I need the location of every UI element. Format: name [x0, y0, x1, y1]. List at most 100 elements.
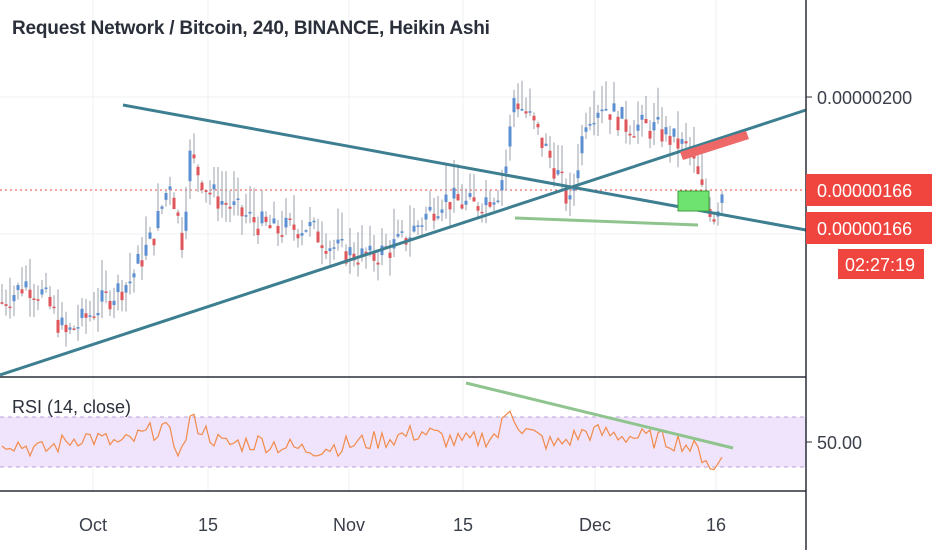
countdown-label: 02:27:19 [845, 255, 915, 275]
candle-body [428, 206, 432, 211]
rsi-tick-label: 50.00 [817, 433, 862, 453]
candle-body [216, 196, 220, 209]
candle-body [368, 245, 372, 251]
time-tick-nov-15: 15 [453, 515, 473, 535]
vertical-gridlines [92, 0, 717, 491]
candle-body [616, 116, 620, 131]
candle-body [328, 248, 332, 252]
trendline-ascending[interactable] [0, 108, 807, 377]
candle-body [76, 327, 80, 329]
candle-body [580, 136, 584, 154]
candle-body [396, 234, 400, 237]
candle-body [56, 319, 60, 333]
price-badge-1-label: 0.00000166 [817, 181, 912, 201]
price-badge-1 [806, 174, 932, 206]
candle-body [316, 231, 320, 243]
rsi-divergence-line[interactable] [465, 381, 734, 450]
candle-body [700, 179, 704, 185]
candle-body [480, 211, 484, 214]
candle-body [624, 119, 628, 132]
candle-body [164, 193, 168, 200]
candle-body [244, 215, 248, 217]
price-tick-label: 0.00000200 [817, 88, 912, 108]
candle-body [300, 233, 304, 236]
candle-body [40, 289, 44, 295]
candle-body [212, 184, 216, 190]
candle-body [24, 281, 28, 288]
candle-body [504, 166, 508, 174]
candle-body [120, 291, 124, 301]
candle-body [144, 244, 148, 256]
candle-body [184, 211, 188, 231]
candle-body [148, 232, 152, 239]
candle-body [272, 218, 276, 224]
candle-body [4, 304, 8, 306]
candle-body [104, 291, 108, 293]
candle-body [536, 123, 540, 128]
candle-body [492, 202, 496, 205]
candle-body [432, 213, 436, 221]
candle-body [204, 190, 208, 192]
candle-body [208, 192, 212, 195]
time-tick-oct: Oct [79, 515, 107, 535]
candle-body [356, 262, 360, 265]
candle-body [220, 200, 224, 205]
candle-body [256, 228, 260, 236]
candle-body [48, 296, 52, 307]
rsi-series-line [1, 410, 723, 471]
candle-body [232, 201, 236, 206]
rsi-indicator-label: RSI (14, close) [12, 397, 132, 417]
candle-body [64, 324, 68, 333]
horizontal-gridlines [0, 96, 806, 235]
candle-body [512, 97, 516, 113]
candle-body [320, 245, 324, 249]
candle-body [348, 247, 352, 256]
candle-body [192, 154, 196, 159]
candle-body [88, 315, 92, 317]
candle-body [392, 239, 396, 249]
candle-body [196, 166, 200, 176]
candle-body [448, 201, 452, 210]
candle-body [360, 248, 364, 257]
candle-body [564, 188, 568, 204]
candle-body [584, 127, 588, 132]
candle-body [640, 114, 644, 120]
candle-body [472, 197, 476, 202]
time-tick-nov: Nov [333, 515, 365, 535]
price-badge-2 [806, 212, 932, 244]
countdown-badge [838, 249, 924, 279]
candle-body [664, 127, 668, 135]
target-box-green[interactable] [677, 190, 710, 212]
candle-body [440, 209, 444, 213]
candle-body [304, 230, 308, 232]
candle-body [80, 308, 84, 318]
candle-body [720, 194, 724, 203]
candle-body [324, 250, 328, 254]
support-line[interactable] [514, 216, 699, 227]
candle-body [528, 111, 532, 113]
candle-body [456, 194, 460, 201]
time-tick-dec: Dec [579, 515, 611, 535]
candle-body [20, 289, 24, 294]
projection-bar-red[interactable] [680, 131, 749, 160]
candle-body [136, 253, 140, 264]
candle-body [176, 212, 180, 216]
time-tick-dec-16: 16 [706, 515, 726, 535]
candle-body [668, 136, 672, 145]
price-badge-2-label: 0.00000166 [817, 219, 912, 239]
candle-body [444, 194, 448, 203]
candle-body [416, 225, 420, 227]
candle-body [336, 239, 340, 244]
candle-body [36, 299, 40, 301]
candle-body [552, 168, 556, 179]
candle-body [0, 302, 4, 304]
candle-body [68, 327, 72, 330]
rsi-band [0, 417, 806, 467]
chart-title: Request Network / Bitcoin, 240, BINANCE,… [12, 18, 490, 39]
candle-body [500, 180, 504, 191]
candle-body [284, 217, 288, 228]
candle-body [344, 251, 348, 264]
time-tick-oct-15: 15 [198, 515, 218, 535]
candle-body [684, 141, 688, 144]
